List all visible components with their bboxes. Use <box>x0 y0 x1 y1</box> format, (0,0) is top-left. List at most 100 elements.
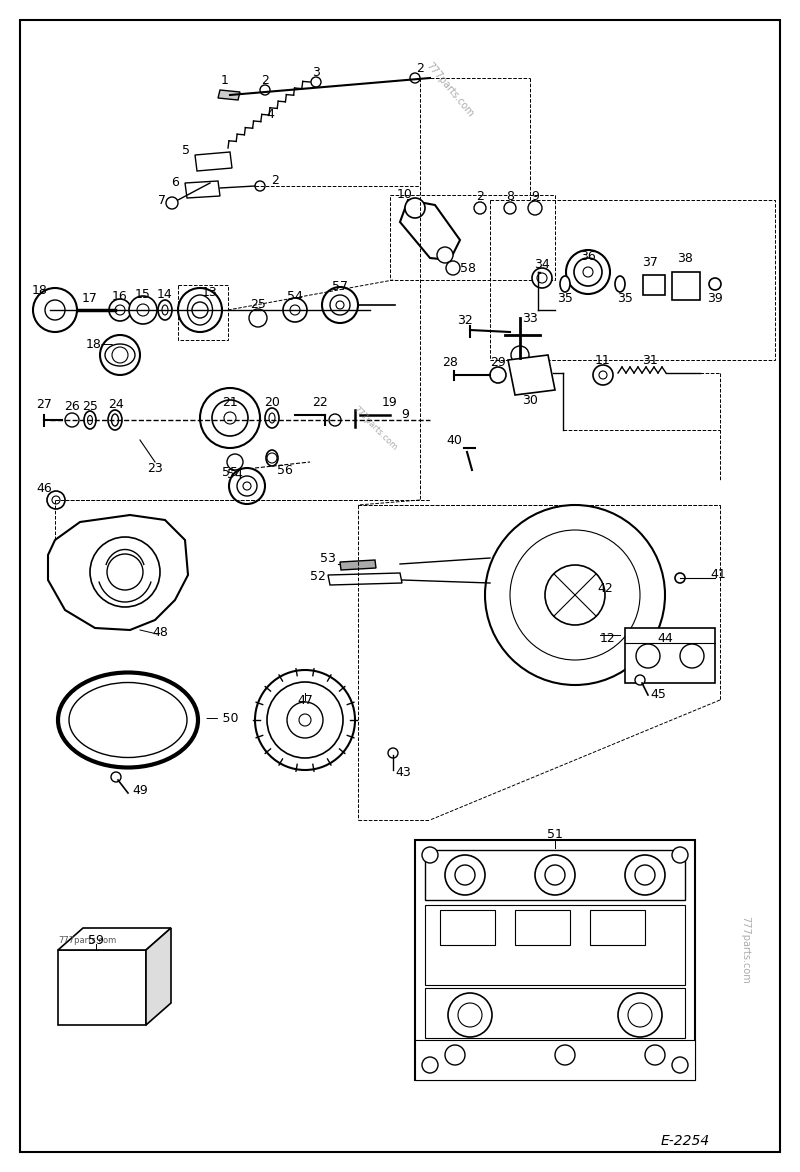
Bar <box>415 1040 695 1081</box>
Text: 11: 11 <box>595 354 611 368</box>
Text: 10: 10 <box>397 189 413 202</box>
Text: 777parts.com: 777parts.com <box>351 404 398 451</box>
Text: 15: 15 <box>135 287 151 300</box>
Circle shape <box>445 856 485 895</box>
Text: 777parts.com: 777parts.com <box>58 936 116 945</box>
Polygon shape <box>218 90 240 100</box>
Text: 13: 13 <box>202 286 218 299</box>
Circle shape <box>675 573 685 582</box>
Circle shape <box>299 714 311 725</box>
Circle shape <box>212 400 248 436</box>
Text: — 50: — 50 <box>206 711 238 724</box>
Circle shape <box>137 304 149 316</box>
Text: 57: 57 <box>332 279 348 293</box>
Polygon shape <box>340 560 376 570</box>
Text: 2: 2 <box>416 61 424 75</box>
Ellipse shape <box>58 673 198 768</box>
Circle shape <box>474 202 486 214</box>
Circle shape <box>535 856 575 895</box>
Circle shape <box>566 250 610 294</box>
Text: 40: 40 <box>446 434 462 447</box>
Circle shape <box>599 372 607 379</box>
Bar <box>515 909 570 945</box>
Circle shape <box>100 335 140 375</box>
Text: 6: 6 <box>171 176 179 189</box>
Circle shape <box>446 261 460 275</box>
Ellipse shape <box>105 345 135 366</box>
Circle shape <box>330 295 350 315</box>
Text: 27: 27 <box>36 398 52 411</box>
Circle shape <box>458 1003 482 1027</box>
Circle shape <box>574 258 602 286</box>
Ellipse shape <box>162 305 168 315</box>
Circle shape <box>249 309 267 327</box>
Circle shape <box>511 346 529 364</box>
Circle shape <box>445 1045 465 1065</box>
Ellipse shape <box>158 300 172 320</box>
Text: 25: 25 <box>82 400 98 413</box>
Polygon shape <box>643 275 665 295</box>
Circle shape <box>410 73 420 83</box>
Text: 26: 26 <box>64 401 80 414</box>
Circle shape <box>448 993 492 1037</box>
Circle shape <box>455 865 475 885</box>
Text: 2: 2 <box>476 191 484 204</box>
Text: 16: 16 <box>112 291 128 304</box>
Bar <box>58 950 146 1026</box>
Circle shape <box>287 702 323 738</box>
Text: 19: 19 <box>382 396 398 409</box>
Circle shape <box>545 565 605 625</box>
Text: 35: 35 <box>557 292 573 305</box>
Circle shape <box>109 299 131 321</box>
Text: 35: 35 <box>617 292 633 305</box>
Text: 52: 52 <box>310 571 326 584</box>
Circle shape <box>422 847 438 863</box>
Text: 33: 33 <box>522 312 538 325</box>
Circle shape <box>645 1045 665 1065</box>
Circle shape <box>625 856 665 895</box>
Circle shape <box>47 491 65 509</box>
Circle shape <box>166 197 178 209</box>
Circle shape <box>267 454 277 463</box>
Text: 30: 30 <box>522 394 538 407</box>
Text: 8: 8 <box>506 191 514 204</box>
Bar <box>390 195 555 280</box>
Text: 1: 1 <box>221 74 229 87</box>
Circle shape <box>672 847 688 863</box>
Text: 49: 49 <box>132 784 148 797</box>
Circle shape <box>528 202 542 214</box>
Circle shape <box>510 530 640 660</box>
Circle shape <box>504 202 516 214</box>
Text: 42: 42 <box>597 581 613 594</box>
Polygon shape <box>48 515 188 631</box>
Text: 777parts.com: 777parts.com <box>424 61 476 120</box>
Circle shape <box>237 476 257 496</box>
Text: 14: 14 <box>157 287 173 300</box>
Circle shape <box>618 993 662 1037</box>
Circle shape <box>593 364 613 384</box>
Ellipse shape <box>69 682 187 757</box>
Text: 58: 58 <box>460 261 476 274</box>
Text: 29: 29 <box>490 355 506 368</box>
Circle shape <box>490 367 506 383</box>
Bar <box>440 909 495 945</box>
Circle shape <box>583 267 593 277</box>
Circle shape <box>329 414 341 425</box>
Circle shape <box>545 865 565 885</box>
Text: 7: 7 <box>158 193 166 206</box>
Ellipse shape <box>265 408 279 428</box>
Circle shape <box>422 1057 438 1074</box>
Circle shape <box>532 268 552 288</box>
Circle shape <box>709 278 721 289</box>
Text: 18: 18 <box>32 284 48 297</box>
Text: 12: 12 <box>600 632 616 645</box>
Text: 51: 51 <box>547 829 563 841</box>
Circle shape <box>65 413 79 427</box>
Text: 46: 46 <box>36 482 52 495</box>
Text: 53: 53 <box>320 552 336 565</box>
Circle shape <box>243 482 251 490</box>
Circle shape <box>229 468 265 504</box>
Circle shape <box>255 180 265 191</box>
Polygon shape <box>185 180 220 198</box>
Circle shape <box>672 1057 688 1074</box>
